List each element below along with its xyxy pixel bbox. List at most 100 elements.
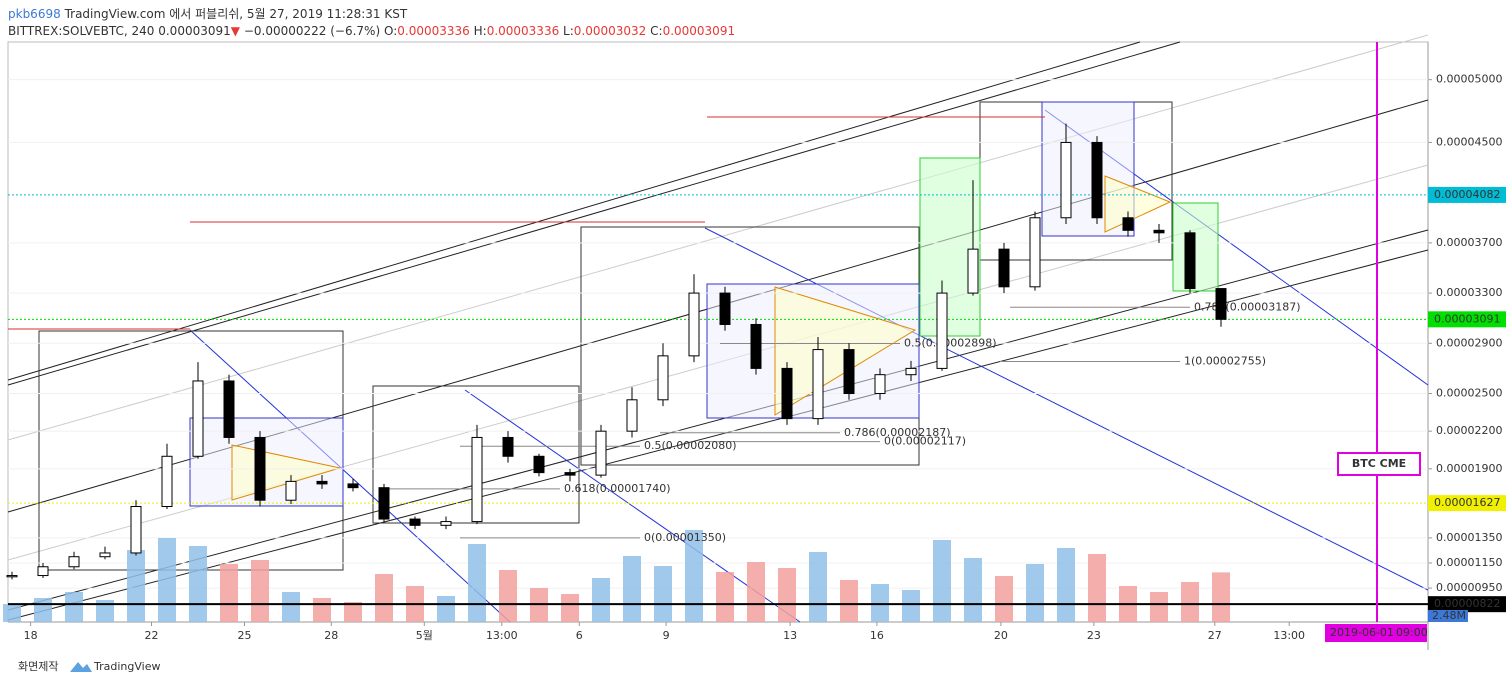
fib-label: 0.618(0.00001740): [564, 482, 671, 495]
candle-body: [316, 480, 328, 485]
y-tick-label: 0.00001150: [1436, 556, 1502, 569]
price-tag: [1428, 311, 1506, 328]
candle-body: [750, 323, 762, 369]
volume-bar: [251, 560, 269, 622]
volume-bar: [375, 574, 393, 622]
x-tick-label: 6: [576, 629, 583, 642]
candle-body: [688, 292, 700, 357]
c: 0.00003091: [663, 24, 736, 38]
x-tick-label: 28: [324, 629, 338, 642]
fib-label: 0(0.00001350): [644, 531, 726, 544]
candle-body: [1184, 232, 1196, 290]
volume-bar: [1088, 554, 1106, 622]
candle-body: [905, 367, 917, 376]
brand-logo: [70, 662, 92, 672]
o-label: O:: [384, 24, 397, 38]
fib-label: 0.786(0.00002187): [844, 426, 951, 439]
volume-bar: [282, 592, 300, 622]
candle-body: [471, 436, 483, 523]
volume-bar: [1181, 582, 1199, 622]
fib-label: 1(0.00002755): [1184, 355, 1266, 368]
x-tick-label: 13:00: [1273, 629, 1305, 642]
trend-line: [464, 389, 801, 623]
header-line-1: pkb6698 TradingView.com 에서 퍼블리쉬, 5월 27, …: [8, 7, 408, 21]
channel-line: [7, 249, 1429, 621]
candle-body: [967, 248, 979, 294]
header-line-2: BITTREX:SOLVEBTC, 240 0.00003091▼ −0.000…: [8, 24, 735, 38]
candle-body: [1215, 288, 1227, 320]
volume-bar: [809, 552, 827, 622]
resistance-lines: [8, 116, 1045, 330]
volume-bar: [778, 568, 796, 622]
price-tag: [1428, 186, 1506, 203]
box: [372, 385, 580, 524]
y-tick-label: 0.00002500: [1436, 387, 1502, 400]
price-tag-label: 0.00000822: [1434, 597, 1500, 610]
box: [919, 157, 981, 337]
candle-body: [533, 455, 545, 474]
candle-body: [843, 349, 855, 395]
volume-bar: [189, 546, 207, 622]
candle-body: [502, 436, 514, 457]
c-label: C:: [650, 24, 662, 38]
x-tick-label: 5월: [416, 629, 433, 642]
publisher: pkb6698: [8, 7, 61, 21]
volume-bar: [1212, 572, 1230, 622]
candle-body: [657, 355, 669, 401]
candle-body: [347, 483, 359, 489]
candle-body: [130, 506, 142, 554]
price-tag-label: 0.00003091: [1434, 312, 1500, 325]
y-tick-label: 0.00004500: [1436, 135, 1502, 148]
volume-bar: [902, 590, 920, 622]
channel-line: [7, 41, 1141, 381]
price-tag-label: 0.00004082: [1434, 188, 1500, 201]
y-tick-label: 0.00003300: [1436, 286, 1502, 299]
volume-bar: [499, 570, 517, 622]
channel-line: [7, 41, 1181, 386]
volume-bar: [840, 580, 858, 622]
volume-bar: [437, 596, 455, 622]
candle-body: [409, 518, 421, 526]
volume-bar: [1150, 592, 1168, 622]
volume-bar: [3, 604, 21, 622]
candle-body: [192, 380, 204, 457]
event-date: 2019-06-01: [1330, 626, 1394, 639]
volume-bar: [716, 572, 734, 622]
y-tick-label: 0.00001900: [1436, 462, 1502, 475]
x-tick-label: 18: [24, 629, 38, 642]
y-tick-label: 0.00005000: [1436, 73, 1502, 86]
candle-body: [564, 472, 576, 476]
candle-body: [998, 248, 1010, 288]
l-label: L:: [563, 24, 574, 38]
candle-body: [812, 349, 824, 420]
candle-body: [223, 380, 235, 438]
x-tick-label: 13: [783, 629, 797, 642]
candle-body: [378, 487, 390, 520]
candle-body: [626, 399, 638, 432]
candle-body: [37, 566, 49, 577]
fib-label: 0.5(0.00002898): [904, 337, 997, 350]
y-tick-label: 0.00002200: [1436, 424, 1502, 437]
arrow: ▼: [231, 24, 241, 38]
fib-label: 0.786(0.00003187): [1194, 300, 1301, 313]
candle-body: [1122, 217, 1134, 231]
footer-made: 화면제작: [18, 660, 58, 673]
volume-bar: [65, 592, 83, 622]
volume-bar: [344, 602, 362, 622]
candle-body: [68, 556, 80, 568]
volume-bar: [468, 544, 486, 622]
volume-bar: [685, 530, 703, 622]
h: 0.00003336: [487, 24, 560, 38]
l: 0.00003032: [574, 24, 647, 38]
x-tick-label: 13:00: [486, 629, 518, 642]
x-tick-label: 27: [1208, 629, 1222, 642]
trend-line: [189, 329, 511, 623]
volume-bar: [127, 550, 145, 622]
volume-bar: [96, 600, 114, 622]
published: TradingView.com 에서 퍼블리쉬, 5월 27, 2019 11:…: [64, 7, 408, 21]
o: 0.00003336: [397, 24, 470, 38]
footer-brand: TradingView: [93, 660, 160, 673]
volume-bar: [592, 578, 610, 622]
volume-bar: [933, 540, 951, 622]
candle-body: [285, 480, 297, 501]
